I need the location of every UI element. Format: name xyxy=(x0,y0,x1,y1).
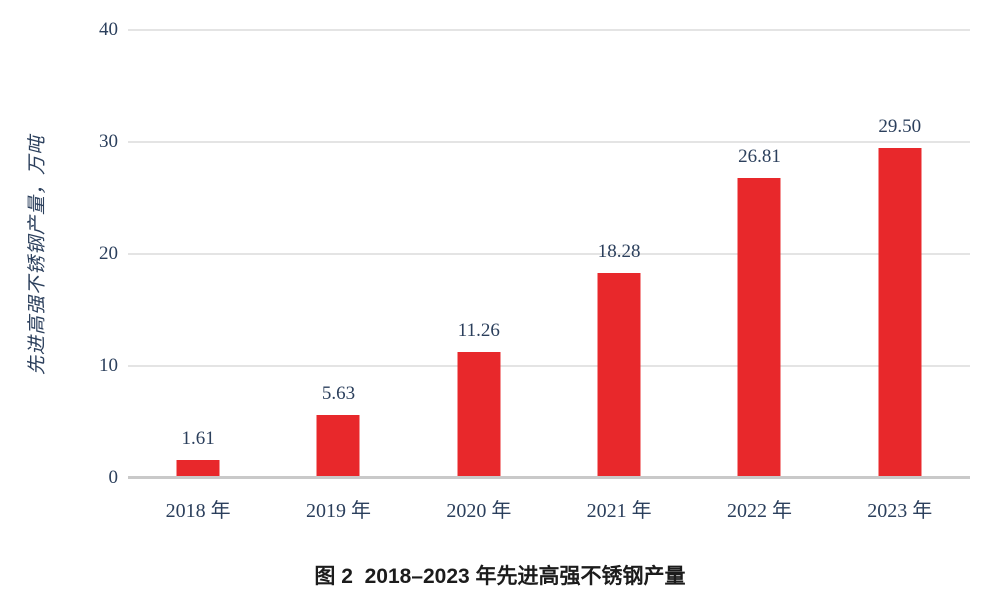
gridline xyxy=(128,365,970,367)
y-axis: 0 10 20 30 40 xyxy=(0,19,118,488)
bar xyxy=(597,273,641,478)
bar-slot: 18.28 2021 年 xyxy=(549,30,689,522)
x-axis-line xyxy=(128,476,970,479)
bar-value-label: 29.50 xyxy=(878,115,922,137)
figure-caption: 图 2 2018–2023 年先进高强不锈钢产量 xyxy=(314,565,686,588)
x-tick-label: 2018 年 xyxy=(165,500,231,522)
bar-slot: 26.81 2022 年 xyxy=(689,30,829,522)
bar xyxy=(737,177,781,478)
plot-area: 1.61 2018 年 5.63 2019 年 11.26 2020 年 18.28 2021… xyxy=(128,29,970,522)
bar-slot: 11.26 2020 年 xyxy=(409,30,549,522)
bar-value-label: 26.81 xyxy=(738,145,781,167)
bar-slot: 1.61 2018 年 xyxy=(128,30,268,522)
x-tick-label: 2022 年 xyxy=(726,500,792,522)
bar xyxy=(176,459,220,478)
bar xyxy=(878,147,922,478)
bar-slot: 5.63 2019 年 xyxy=(268,30,408,522)
bar-slots: 1.61 2018 年 5.63 2019 年 11.26 2020 年 18.28 2021… xyxy=(128,30,970,522)
gridline xyxy=(128,29,970,31)
y-tick-label: 20 xyxy=(99,243,118,264)
x-tick-label: 2021 年 xyxy=(586,500,652,522)
bar-value-label: 5.63 xyxy=(321,382,356,404)
y-tick-label: 40 xyxy=(99,19,118,40)
gridline xyxy=(128,141,970,143)
x-tick-label: 2019 年 xyxy=(305,500,371,522)
x-tick-label: 2023 年 xyxy=(867,500,933,522)
y-tick-label: 30 xyxy=(99,131,118,152)
gridline xyxy=(128,253,970,255)
bar-value-label: 11.26 xyxy=(457,319,500,341)
bar-value-label: 1.61 xyxy=(181,427,215,449)
y-tick-label: 10 xyxy=(99,355,118,376)
bar xyxy=(316,414,360,478)
bar-slot: 29.50 2023 年 xyxy=(830,30,970,522)
bar-value-label: 18.28 xyxy=(597,241,641,263)
x-tick-label: 2020 年 xyxy=(446,500,512,522)
y-tick-label: 0 xyxy=(108,467,119,488)
bar xyxy=(457,351,501,478)
